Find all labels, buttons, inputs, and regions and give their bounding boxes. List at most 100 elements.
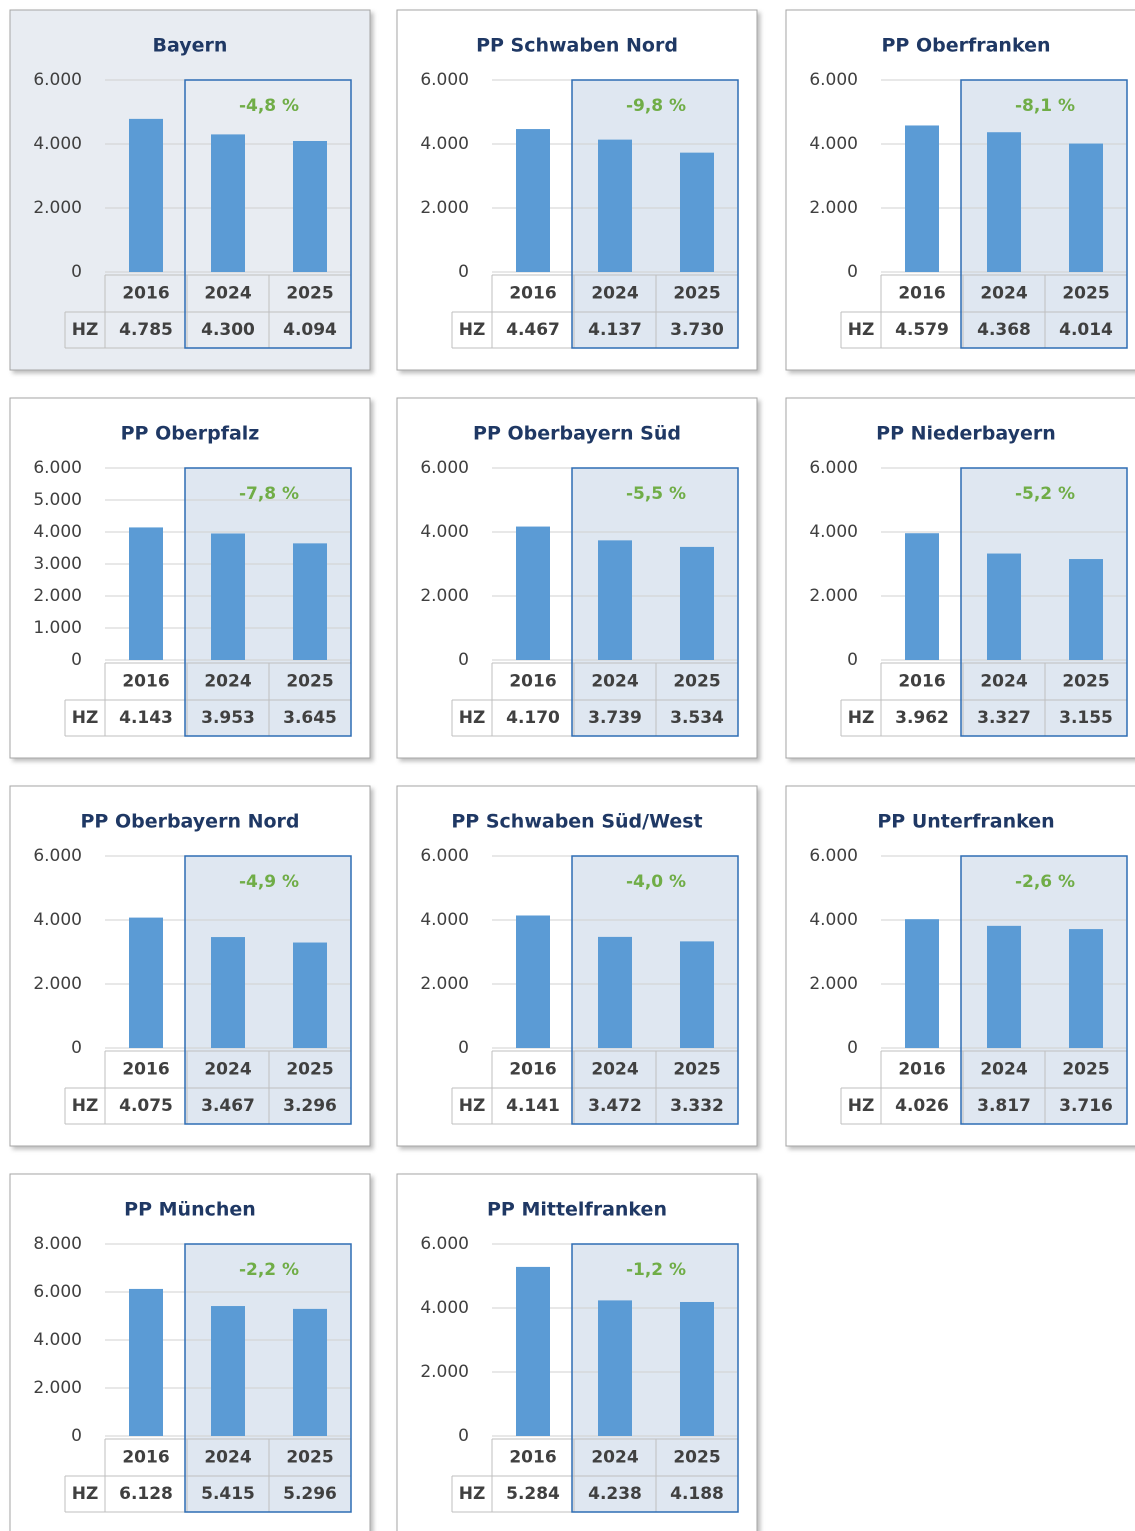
bar xyxy=(1069,929,1103,1048)
value-label: 5.415 xyxy=(201,1484,255,1504)
value-label: 3.645 xyxy=(283,708,337,728)
category-label: 2024 xyxy=(204,1060,251,1080)
y-tick-label: 6.000 xyxy=(33,846,82,866)
y-tick-label: 2.000 xyxy=(420,586,469,606)
category-label: 2024 xyxy=(980,284,1027,304)
row-label: HZ xyxy=(72,320,99,340)
y-tick-label: 2.000 xyxy=(33,1378,82,1398)
y-tick-label: 3.000 xyxy=(33,554,82,574)
value-label: 4.137 xyxy=(588,320,642,340)
value-label: 4.368 xyxy=(977,320,1031,340)
bar xyxy=(211,533,245,660)
category-label: 2024 xyxy=(204,672,251,692)
bar xyxy=(516,1266,550,1436)
value-label: 3.730 xyxy=(670,320,724,340)
chart-title: Bayern xyxy=(153,35,228,57)
row-label: HZ xyxy=(72,708,99,728)
y-tick-label: 4.000 xyxy=(809,134,858,154)
y-tick-label: 6.000 xyxy=(809,846,858,866)
value-label: 4.075 xyxy=(119,1096,173,1116)
chart-title: PP Niederbayern xyxy=(876,423,1056,445)
bar xyxy=(598,1300,632,1436)
chart-title: PP Oberbayern Nord xyxy=(80,811,299,833)
category-label: 2016 xyxy=(122,284,169,304)
category-label: 2024 xyxy=(204,284,251,304)
change-annotation: -4,9 % xyxy=(239,872,299,892)
y-tick-label: 0 xyxy=(458,1426,469,1446)
y-tick-label: 4.000 xyxy=(809,522,858,542)
y-tick-label: 2.000 xyxy=(33,974,82,994)
highlight-border xyxy=(571,467,739,737)
category-label: 2025 xyxy=(1062,672,1109,692)
category-label: 2024 xyxy=(204,1448,251,1468)
highlight-border xyxy=(571,855,739,1125)
chart-title: PP Mittelfranken xyxy=(487,1199,667,1221)
bar xyxy=(905,125,939,272)
chart-panel: 0 2.000 4.000 6.000 PP Unterfranken -2,6 % HZ 2… xyxy=(785,785,1135,1147)
chart-title: PP Schwaben Süd/West xyxy=(451,811,702,833)
y-tick-label: 6.000 xyxy=(420,846,469,866)
bar xyxy=(129,527,163,660)
y-tick-label: 2.000 xyxy=(420,198,469,218)
highlight-border xyxy=(960,855,1128,1125)
change-annotation: -9,8 % xyxy=(626,96,686,116)
y-tick-label: 6.000 xyxy=(420,458,469,478)
y-tick-label: 4.000 xyxy=(420,134,469,154)
y-tick-label: 2.000 xyxy=(809,198,858,218)
category-label: 2016 xyxy=(898,1060,945,1080)
bar xyxy=(987,132,1021,272)
bar xyxy=(905,919,939,1048)
chart-title: PP Oberfranken xyxy=(882,35,1051,57)
highlight-border xyxy=(960,79,1128,349)
value-label: 4.141 xyxy=(506,1096,560,1116)
value-label: 4.300 xyxy=(201,320,255,340)
chart-panel: 0 2.000 4.000 6.000 8.000 PP München -2,2 % HZ 2… xyxy=(9,1173,371,1531)
value-label: 3.296 xyxy=(283,1096,337,1116)
value-label: 3.472 xyxy=(588,1096,642,1116)
y-tick-label: 0 xyxy=(847,650,858,670)
value-label: 5.296 xyxy=(283,1484,337,1504)
y-tick-label: 1.000 xyxy=(33,618,82,638)
y-tick-label: 6.000 xyxy=(420,1234,469,1254)
bar xyxy=(211,937,245,1048)
change-annotation: -5,5 % xyxy=(626,484,686,504)
value-label: 4.238 xyxy=(588,1484,642,1504)
y-tick-label: 2.000 xyxy=(809,586,858,606)
bar xyxy=(516,129,550,272)
value-label: 4.014 xyxy=(1059,320,1113,340)
change-annotation: -4,0 % xyxy=(626,872,686,892)
chart-panel: 0 1.000 2.000 3.000 4.000 5.000 6.000 PP Oberpf… xyxy=(9,397,371,759)
bar xyxy=(598,139,632,272)
category-label: 2016 xyxy=(509,672,556,692)
value-label: 4.026 xyxy=(895,1096,949,1116)
y-tick-label: 4.000 xyxy=(33,522,82,542)
y-tick-label: 0 xyxy=(847,1038,858,1058)
y-tick-label: 0 xyxy=(71,262,82,282)
row-label: HZ xyxy=(72,1484,99,1504)
bar xyxy=(1069,143,1103,272)
category-label: 2025 xyxy=(673,672,720,692)
category-label: 2025 xyxy=(286,672,333,692)
bar xyxy=(293,140,327,272)
change-annotation: -7,8 % xyxy=(239,484,299,504)
y-tick-label: 6.000 xyxy=(420,70,469,90)
value-label: 3.155 xyxy=(1059,708,1113,728)
bar xyxy=(129,118,163,272)
bar xyxy=(598,540,632,660)
y-tick-label: 4.000 xyxy=(33,910,82,930)
category-label: 2025 xyxy=(673,1448,720,1468)
y-tick-label: 4.000 xyxy=(33,1330,82,1350)
bar xyxy=(129,917,163,1048)
bar xyxy=(680,152,714,272)
highlight-border xyxy=(571,79,739,349)
value-label: 3.467 xyxy=(201,1096,255,1116)
bar xyxy=(211,1306,245,1436)
y-tick-label: 4.000 xyxy=(420,1298,469,1318)
highlight-border xyxy=(184,79,352,349)
category-label: 2025 xyxy=(1062,1060,1109,1080)
highlight-border xyxy=(184,855,352,1125)
value-label: 3.534 xyxy=(670,708,724,728)
category-label: 2024 xyxy=(980,1060,1027,1080)
